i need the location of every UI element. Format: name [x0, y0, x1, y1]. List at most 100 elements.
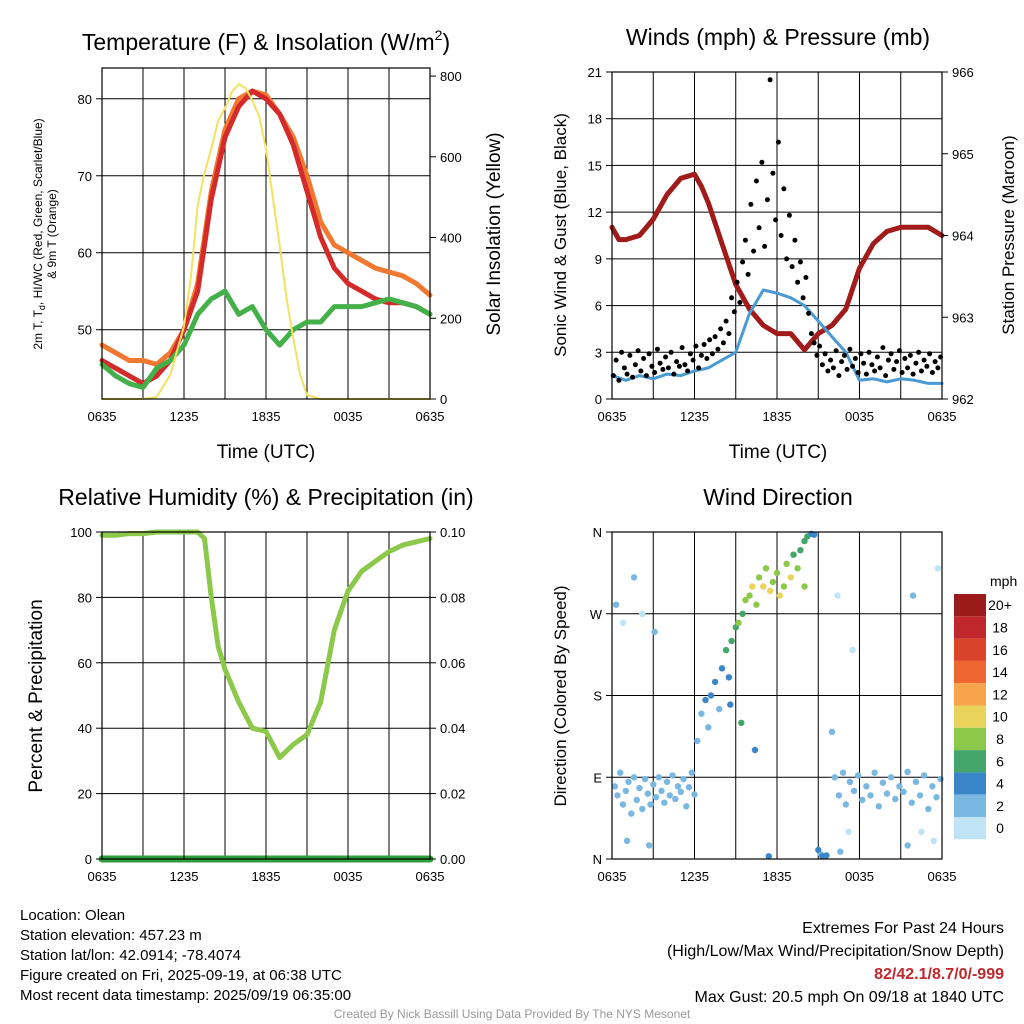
gust-point [759, 159, 765, 165]
y-tick-label: 60 [78, 656, 92, 671]
gust-point [861, 360, 867, 366]
direction-point [658, 787, 665, 795]
gust-point [825, 368, 831, 374]
direction-point [871, 769, 878, 776]
y-tick-label: 80 [78, 92, 92, 107]
direction-point [766, 587, 774, 595]
gust-point [847, 346, 853, 352]
gust-point [690, 357, 696, 363]
direction-point [867, 792, 874, 799]
gust-point [808, 331, 814, 337]
gust-point [921, 357, 927, 363]
gust-point [696, 365, 702, 371]
gust-point [770, 170, 776, 176]
gust-point [792, 237, 798, 243]
direction-point [669, 772, 676, 779]
direction-point [625, 778, 632, 785]
legend-swatch [954, 772, 986, 795]
direction-point [776, 592, 783, 599]
direction-point [837, 848, 844, 855]
gust-point [649, 363, 655, 369]
direction-point [611, 783, 618, 790]
direction-point [912, 778, 920, 785]
gust-point [657, 360, 663, 366]
gust-point [723, 318, 729, 324]
direction-point [644, 790, 651, 797]
gust-point [789, 264, 795, 270]
direction-point [711, 678, 719, 686]
temp-ylabel: 2m T, Td, HI/WC (Red, Green, Scarlet/Blu… [31, 118, 47, 349]
legend-label: 2 [996, 798, 1004, 814]
direction-point [908, 799, 915, 806]
panel-humidity: Relative Humidity (%) & Precipitation (i… [26, 484, 474, 884]
direction-point [904, 842, 911, 849]
direction-point [661, 799, 668, 806]
x-tick-label: 1835 [763, 409, 792, 424]
direction-point [666, 792, 673, 799]
gust-point [877, 365, 883, 371]
direction-point [739, 610, 746, 617]
direction-point [842, 801, 849, 808]
y-tick-label: S [593, 689, 602, 704]
legend-swatch [954, 817, 986, 840]
direction-point [863, 783, 870, 790]
speed-legend: mph 20+ 18 16 14 12 10 8 6 4 2 0 [954, 573, 1017, 840]
gust-point [646, 351, 652, 357]
gust-point [883, 373, 889, 379]
legend-label: 4 [996, 776, 1004, 792]
direction-point [850, 787, 858, 795]
y2-tick-label: 0.08 [440, 590, 465, 605]
gust-point [668, 349, 674, 355]
gust-point [709, 351, 715, 357]
direction-point [760, 583, 767, 590]
station-latlon: Station lat/lon: 42.0914; -78.4074 [20, 947, 242, 964]
y-tick-label: 40 [78, 721, 92, 736]
direction-point [694, 737, 701, 745]
direction-point [685, 784, 693, 791]
panel-temperature: Temperature (F) & Insolation (W/m2) 0635… [31, 27, 505, 463]
gust-point [676, 363, 682, 369]
direction-point [839, 769, 847, 776]
gust-point [935, 365, 941, 371]
solar-line [101, 83, 431, 400]
direction-point [652, 794, 660, 801]
y-tick-label: 0 [595, 392, 602, 407]
legend-swatch [954, 750, 986, 773]
gust-point [866, 349, 872, 355]
direction-point [674, 783, 682, 790]
direction-point [647, 801, 654, 808]
y-tick-label: 50 [78, 323, 92, 338]
direction-title: Wind Direction [703, 484, 853, 510]
legend-label: 8 [996, 731, 1004, 747]
x-tick-label: 1235 [680, 869, 709, 884]
gust-point [685, 368, 691, 374]
direction-point [859, 796, 866, 804]
x-tick-label: 0635 [88, 869, 117, 884]
gust-point [704, 356, 710, 361]
gust-point [797, 259, 803, 265]
direction-point [769, 578, 777, 586]
direction-point [828, 728, 836, 735]
gust-point [679, 345, 685, 351]
direction-point [623, 837, 631, 844]
gust-point [918, 368, 924, 374]
direction-point [639, 610, 646, 617]
y-tick-label: 0 [85, 852, 92, 867]
y2-tick-label: 966 [952, 65, 974, 80]
station-info: Location: Olean Station elevation: 457.2… [20, 906, 351, 1006]
direction-point [702, 696, 709, 704]
y-tick-label: N [593, 525, 602, 540]
gust-point [635, 348, 641, 354]
gust-point [652, 370, 658, 375]
x-tick-label: 0035 [334, 869, 363, 884]
direction-point [916, 792, 924, 799]
legend-swatch [954, 638, 986, 661]
legend-label: 12 [992, 686, 1008, 702]
gust-point [643, 373, 649, 379]
direction-point [705, 724, 712, 731]
gust-point [632, 362, 638, 368]
y-tick-label: 20 [78, 787, 92, 802]
gust-point [839, 359, 845, 365]
legend-swatch [954, 594, 986, 617]
